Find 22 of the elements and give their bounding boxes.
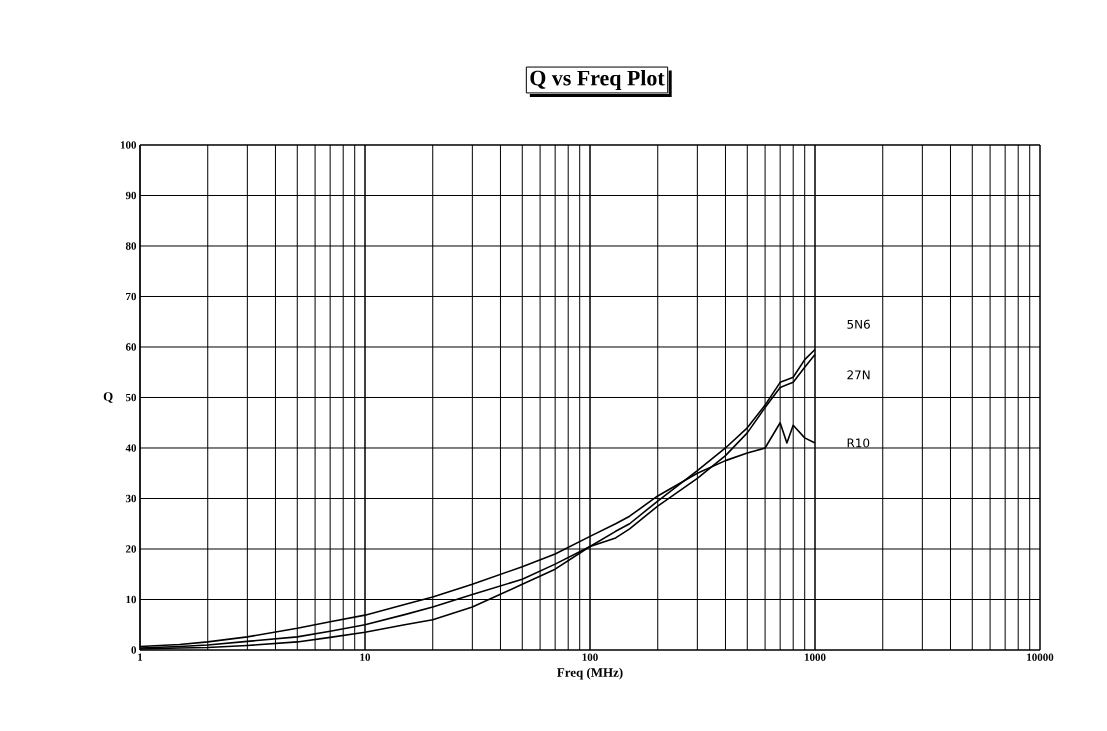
y-tick-label: 60 (125, 343, 137, 351)
y-axis-title: Q (103, 392, 113, 403)
x-tick-label: 10000 (1027, 653, 1054, 661)
x-tick-label: 1 (138, 653, 143, 661)
y-tick-label: 100 (120, 141, 137, 149)
x-axis-title: Freq (MHz) (557, 667, 623, 680)
y-tick-label: 0 (131, 646, 137, 654)
chart-title: Q vs Freq Plot (530, 70, 665, 90)
y-tick-label: 90 (125, 191, 137, 200)
text: R10 (847, 438, 870, 448)
y-tick-label: 20 (125, 545, 137, 553)
y-tick-label: 10 (126, 595, 137, 604)
x-tick-label: 100 (582, 653, 598, 661)
y-tick-label: 50 (125, 393, 137, 402)
x-tick-label: 1000 (804, 653, 826, 661)
y-tick-label: 40 (125, 444, 137, 452)
text: 27N (847, 370, 870, 380)
y-tick-label: 80 (125, 242, 137, 250)
text: 5N6 (847, 319, 870, 329)
y-tick-label: 30 (125, 494, 137, 503)
x-tick-label: 10 (360, 653, 371, 661)
y-tick-label: 70 (126, 292, 137, 301)
